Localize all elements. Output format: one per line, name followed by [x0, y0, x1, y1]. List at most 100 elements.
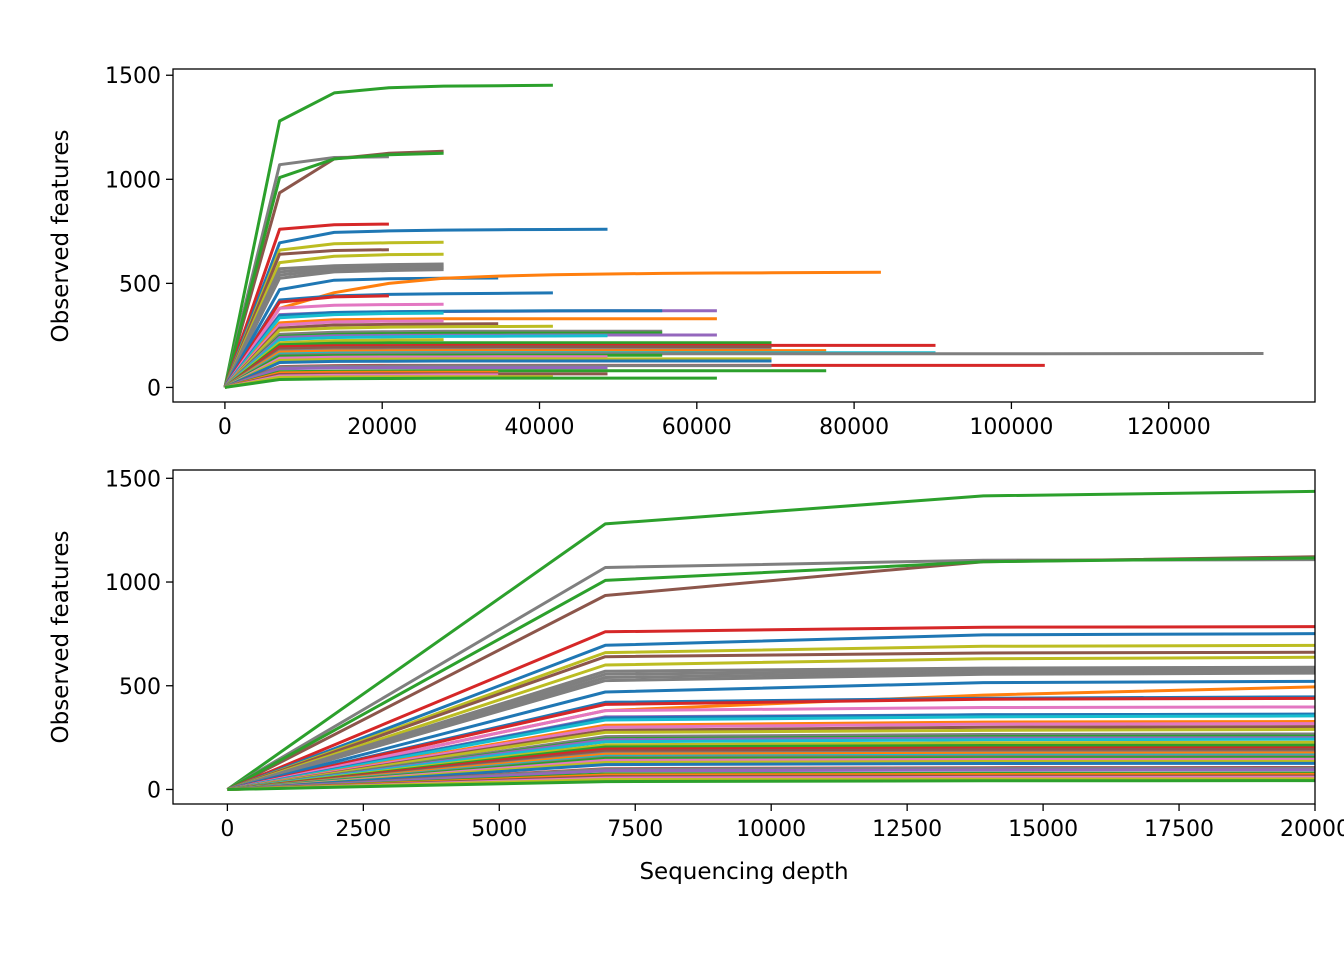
bottom-series-line: [227, 685, 1315, 791]
top-y-tick-label: 0: [147, 376, 161, 401]
top-series-line: [224, 359, 772, 389]
top-subplot: 0 20000 40000 60000 80000 100000 120000 0 500 10…: [48, 64, 1316, 440]
top-y-axis-label: Observed features: [48, 130, 74, 343]
top-series-line: [224, 357, 772, 389]
top-series-line: [223, 151, 444, 388]
bottom-x-tick-label: 5000: [471, 817, 527, 842]
bottom-series-line: [226, 650, 1315, 791]
bottom-series-line: [227, 722, 1315, 791]
bottom-x-tick-label: 10000: [736, 817, 806, 842]
top-series-line: [224, 366, 608, 389]
top-x-tick-label: 80000: [819, 415, 889, 440]
bottom-axes-frame: [172, 469, 1316, 805]
top-x-ticks: 0 20000 40000 60000 80000 100000 120000: [218, 402, 1211, 440]
bottom-series-line: [227, 766, 1315, 791]
bottom-y-ticks: 0 500 1000 1500: [105, 467, 173, 803]
bottom-x-tick-label: 15000: [1008, 817, 1078, 842]
top-x-tick-label: 0: [218, 415, 232, 440]
bottom-y-tick-label: 1000: [105, 571, 161, 596]
top-series-line: [223, 341, 772, 389]
top-series-line: [224, 355, 608, 389]
top-series-line: [223, 311, 444, 389]
bottom-series-line: [227, 747, 1315, 791]
bottom-series-line: [227, 679, 1315, 791]
top-series-line: [223, 302, 444, 389]
top-x-tick-label: 100000: [969, 415, 1053, 440]
bottom-series-line: [227, 705, 1315, 791]
top-series-line: [224, 364, 772, 389]
bottom-series-line: [226, 625, 1315, 791]
bottom-y-axis-label: Observed features: [48, 531, 74, 744]
top-series-line: [223, 268, 444, 389]
top-x-tick-label: 20000: [347, 415, 417, 440]
bottom-series-line: [226, 655, 1315, 791]
bottom-series-line: [226, 669, 1315, 791]
bottom-series-line: [227, 712, 1315, 791]
bottom-x-tick-label: 2500: [335, 817, 391, 842]
top-series-lines: [223, 83, 1264, 389]
top-series-line: [224, 376, 717, 389]
bottom-y-tick-label: 500: [119, 675, 161, 700]
bottom-series-line: [227, 732, 1315, 791]
top-series-line: [223, 222, 389, 388]
top-series-line: [224, 353, 663, 389]
bottom-series-line: [227, 756, 1315, 791]
bottom-series-line: [227, 714, 1315, 791]
top-series-line: [223, 317, 717, 389]
bottom-series-line: [226, 665, 1315, 791]
bottom-series-line: [226, 556, 1315, 791]
bottom-series-line: [227, 725, 1315, 791]
bottom-series-line: [227, 696, 1315, 791]
bottom-series-line: [227, 757, 1315, 791]
bottom-series-line: [227, 719, 1315, 791]
top-series-line: [223, 227, 608, 388]
bottom-series-line: [226, 632, 1315, 791]
bottom-series-line: [227, 695, 1315, 791]
top-series-line: [223, 291, 553, 389]
top-axes-frame: [172, 68, 1316, 403]
bottom-series-line: [226, 489, 1315, 791]
top-series-line: [223, 252, 444, 389]
bottom-series-line: [227, 779, 1315, 791]
bottom-y-tick-label: 1500: [105, 467, 161, 492]
top-y-tick-label: 1500: [105, 64, 161, 89]
bottom-series-line: [226, 667, 1315, 791]
bottom-x-tick-label: 7500: [607, 817, 663, 842]
top-x-tick-label: 60000: [662, 415, 732, 440]
bottom-x-tick-label: 17500: [1144, 817, 1214, 842]
top-series-line: [224, 345, 772, 389]
bottom-series-line: [227, 759, 1315, 791]
top-x-tick-label: 40000: [505, 415, 575, 440]
bottom-y-tick-label: 0: [147, 778, 161, 803]
top-series-line: [223, 334, 608, 389]
top-series-line: [223, 309, 663, 389]
top-series-line: [223, 270, 881, 389]
bottom-x-tick-label: 12500: [872, 817, 942, 842]
top-series-line: [223, 324, 553, 389]
bottom-series-line: [227, 777, 1315, 791]
bottom-series-line: [227, 761, 1315, 791]
bottom-x-axis-label: Sequencing depth: [639, 859, 848, 885]
top-series-line: [223, 294, 389, 389]
bottom-series-line: [227, 737, 1315, 791]
bottom-series-line: [227, 751, 1315, 791]
top-y-tick-label: 500: [119, 272, 161, 297]
bottom-x-ticks: 0 2500 5000 7500 10000 12500 15000 17500 20000: [220, 804, 1344, 842]
bottom-series-line: [227, 727, 1315, 791]
top-series-line: [223, 248, 389, 388]
bottom-series-line: [227, 768, 1315, 791]
bottom-x-tick-label: 0: [220, 817, 234, 842]
top-series-line: [224, 349, 827, 389]
top-series-line: [223, 83, 553, 388]
bottom-series-line: [226, 643, 1315, 791]
bottom-series-line: [226, 671, 1315, 791]
bottom-x-tick-label: 20000: [1280, 817, 1344, 842]
top-series-line: [223, 329, 663, 389]
bottom-series-line: [227, 736, 1315, 791]
bottom-subplot: 0 2500 5000 7500 10000 12500 15000 17500 20000 0…: [48, 467, 1344, 885]
bottom-series-line: [227, 743, 1315, 791]
bottom-series-line: [227, 746, 1315, 791]
top-x-tick-label: 120000: [1127, 415, 1211, 440]
top-y-ticks: 0 500 1000 1500: [105, 64, 173, 401]
